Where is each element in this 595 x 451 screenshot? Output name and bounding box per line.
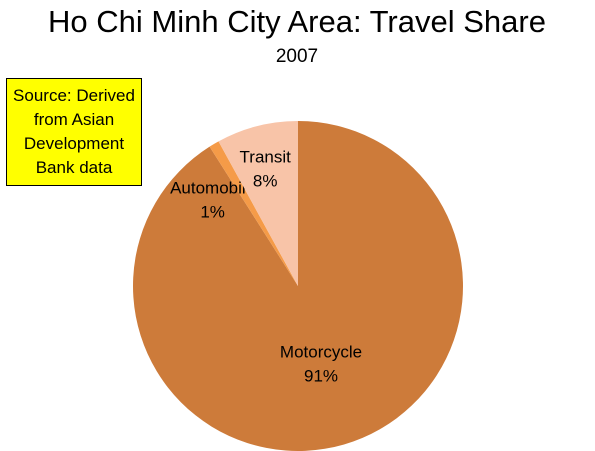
chart-subtitle: 2007 <box>276 46 318 67</box>
value-label: 1% <box>200 202 225 221</box>
value-label: 91% <box>304 367 338 386</box>
slice-label: Motorcycle <box>280 343 362 362</box>
pie-slice <box>218 121 298 286</box>
source-note: Source: Derived from Asian Development B… <box>6 78 142 186</box>
value-label: 8% <box>253 172 278 191</box>
slice-label: Automobile <box>170 178 255 197</box>
pie-slice <box>209 141 298 286</box>
chart-title: Ho Chi Minh City Area: Travel Share <box>48 4 546 39</box>
slice-label: Transit <box>240 148 292 167</box>
